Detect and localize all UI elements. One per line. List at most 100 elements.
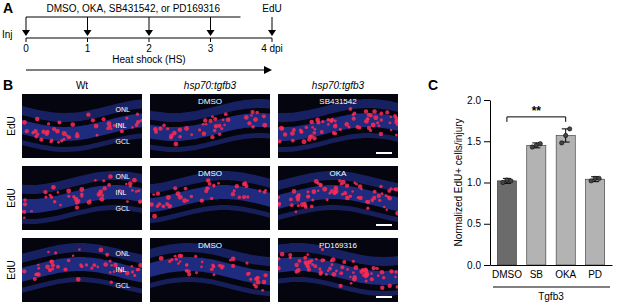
data-point xyxy=(534,143,538,147)
edu-signal xyxy=(152,214,157,219)
layer-label: GCL xyxy=(116,205,131,212)
nuclear-layer xyxy=(278,205,398,222)
edu-signal xyxy=(349,276,352,279)
edu-signal xyxy=(76,132,79,135)
edu-signal xyxy=(212,184,215,187)
edu-signal xyxy=(320,130,324,134)
edu-signal xyxy=(356,125,360,129)
edu-signal xyxy=(125,116,128,119)
edu-signal xyxy=(159,256,164,261)
edu-signal xyxy=(35,117,39,121)
layer-label: ONL xyxy=(116,106,131,113)
edu-signal xyxy=(335,269,338,272)
edu-signal xyxy=(213,129,217,133)
tick-label: 4 dpi xyxy=(261,43,283,54)
heat-shock-arrowhead xyxy=(264,66,272,74)
edu-signal xyxy=(185,269,189,273)
edu-signal xyxy=(135,190,138,193)
edu-signal xyxy=(389,269,393,273)
edu-signal xyxy=(366,117,370,121)
edu-signal xyxy=(376,121,379,124)
edu-signal xyxy=(319,184,323,188)
tick-mark xyxy=(484,224,490,225)
edu-signal xyxy=(136,113,139,116)
edu-signal xyxy=(248,272,251,275)
edu-signal xyxy=(25,129,29,133)
nuclear-layer xyxy=(22,185,142,213)
edu-signal xyxy=(231,264,235,268)
timeline: DMSO, OKA, SB431542, or PD169316InjEdU01… xyxy=(2,3,283,74)
edu-signal xyxy=(92,263,96,267)
edu-signal xyxy=(326,198,329,201)
edu-signal xyxy=(352,277,357,282)
edu-signal xyxy=(202,131,207,136)
edu-signal xyxy=(72,254,74,256)
edu-signal xyxy=(233,189,236,192)
edu-signal xyxy=(224,112,228,116)
micrograph: DMSO xyxy=(150,238,270,302)
edu-signal xyxy=(210,197,213,200)
edu-signal xyxy=(319,272,323,276)
edu-signal xyxy=(105,253,109,257)
micrograph: OKA xyxy=(277,166,400,230)
edu-signal xyxy=(352,271,355,274)
edu-signal xyxy=(110,264,113,267)
edu-signal xyxy=(387,196,391,200)
edu-signal xyxy=(380,118,383,121)
tick-label: 1 xyxy=(85,43,91,54)
row-label: EdU xyxy=(6,188,17,207)
edu-signal xyxy=(34,273,37,276)
scale-bar xyxy=(376,296,392,298)
tick xyxy=(210,38,211,42)
tick-mark xyxy=(484,100,490,101)
image-background xyxy=(22,166,142,230)
edu-signal xyxy=(307,260,312,265)
edu-signal xyxy=(235,184,239,188)
injection-stem xyxy=(87,17,88,30)
edu-signal xyxy=(340,265,344,269)
edu-signal xyxy=(372,266,376,270)
tick xyxy=(149,38,150,42)
edu-signal xyxy=(108,174,113,179)
tick-label: 0 xyxy=(23,43,29,54)
edu-signal xyxy=(54,251,57,254)
edu-signal xyxy=(351,190,354,193)
tick-label: DMSO xyxy=(492,269,522,280)
row-label: EdU xyxy=(6,260,17,279)
edu-signal xyxy=(364,109,368,113)
edu-signal xyxy=(249,278,252,281)
panel-label: C xyxy=(428,77,438,93)
micrograph: SB431542 xyxy=(278,94,399,158)
edu-signal xyxy=(49,260,52,263)
injection-arrow xyxy=(145,30,153,36)
edu-signal xyxy=(307,265,310,268)
edu-signal xyxy=(65,134,68,137)
edu-signal xyxy=(204,189,208,193)
bar xyxy=(556,135,575,265)
nuclear-layer xyxy=(150,133,270,152)
layer-label: INL xyxy=(116,189,127,196)
column-header: Wt xyxy=(76,80,88,91)
edu-signal xyxy=(102,186,106,190)
scale-bar xyxy=(376,224,392,226)
edu-signal xyxy=(78,248,81,251)
edu-signal xyxy=(380,286,384,290)
edu-signal xyxy=(262,123,267,128)
column-header: hsp70:tgfb3 xyxy=(184,80,237,91)
edu-signal xyxy=(210,135,214,139)
data-point xyxy=(530,145,534,149)
edu-signal xyxy=(51,263,55,267)
tick xyxy=(87,38,88,42)
bar xyxy=(527,145,546,265)
edu-signal xyxy=(294,263,298,267)
data-point xyxy=(538,142,542,146)
edu-signal xyxy=(47,122,50,125)
edu-signal xyxy=(379,185,382,188)
micrograph: PD169316 xyxy=(276,238,399,302)
edu-signal xyxy=(342,260,346,264)
edu-signal xyxy=(203,118,207,122)
edu-signal xyxy=(366,200,370,204)
edu-signal xyxy=(376,267,379,270)
edu-signal xyxy=(87,200,92,205)
edu-signal xyxy=(22,210,26,214)
